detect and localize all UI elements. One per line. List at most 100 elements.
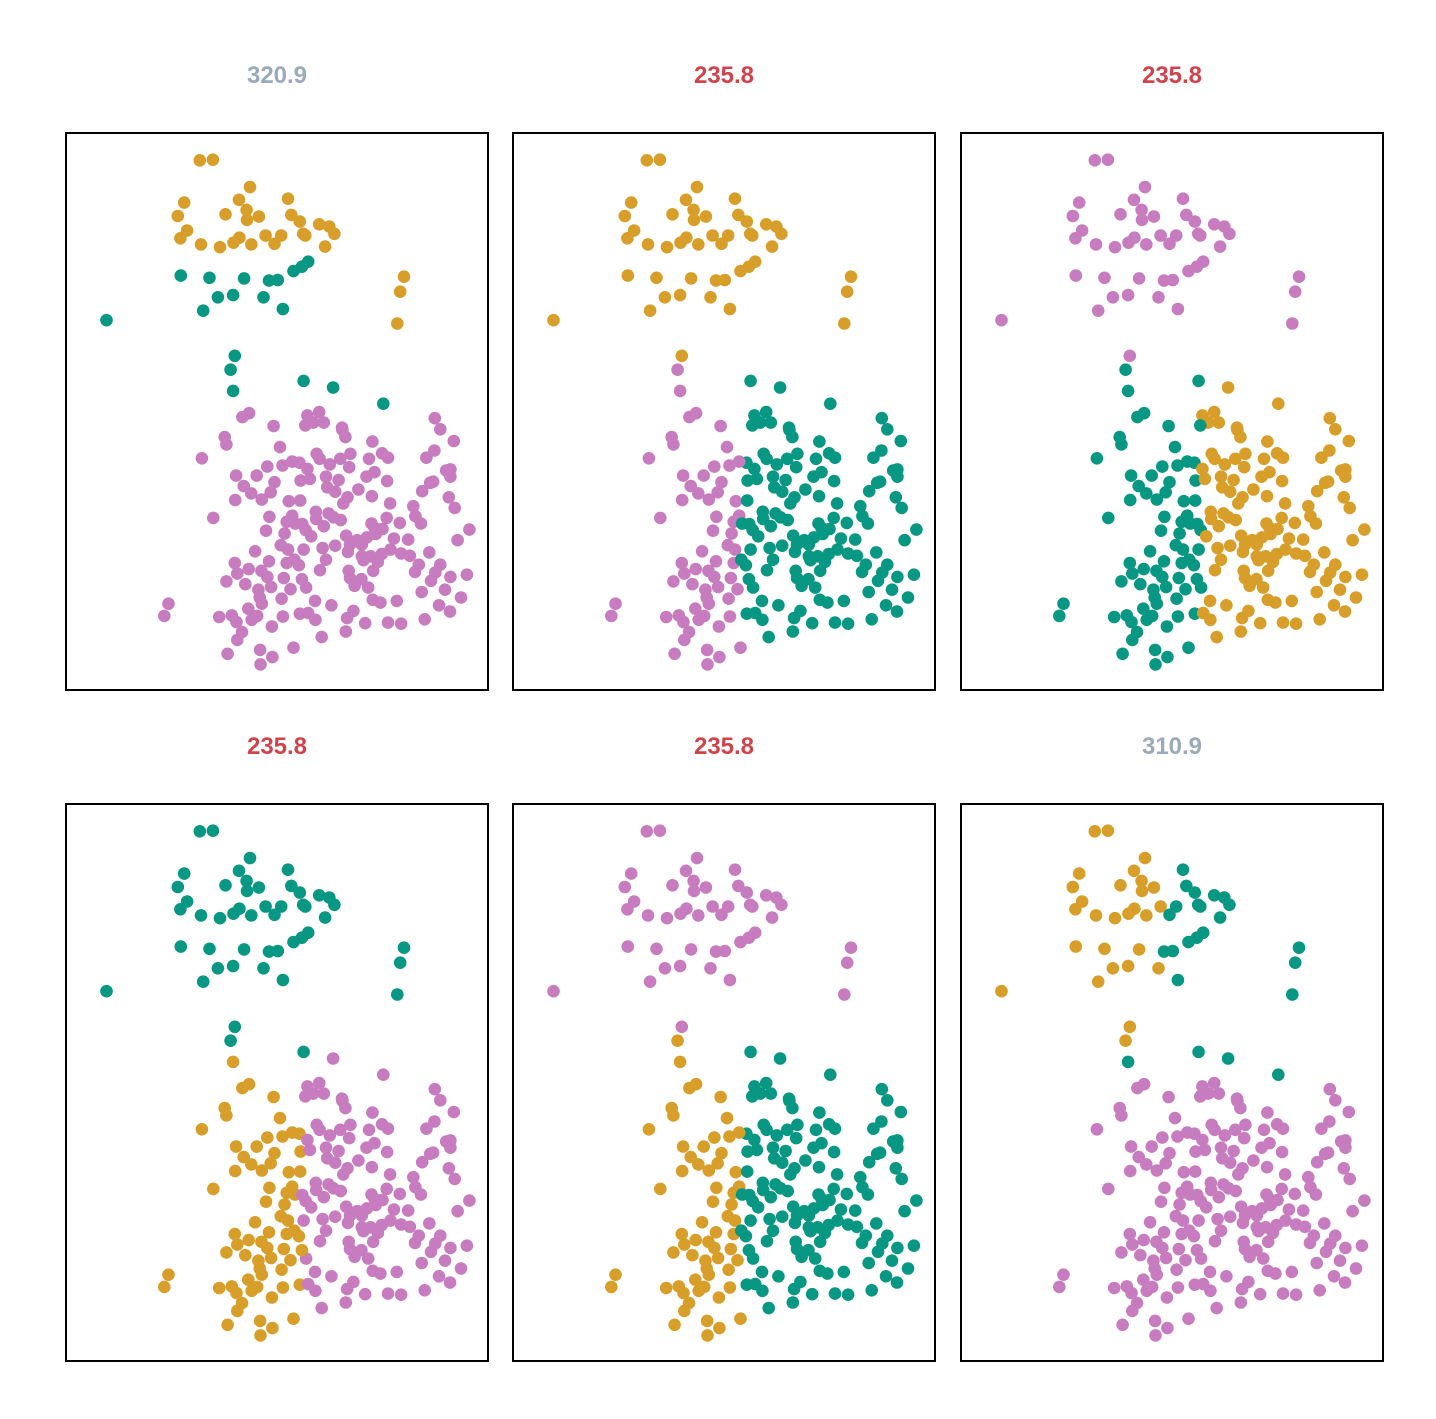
data-point: [412, 1229, 426, 1242]
data-point: [240, 213, 254, 227]
data-point: [448, 1172, 462, 1186]
data-point: [250, 1140, 263, 1153]
data-point: [700, 1314, 714, 1328]
data-point: [299, 1090, 312, 1103]
data-point: [393, 1187, 407, 1201]
panel-3: 235.8: [960, 62, 1384, 691]
data-point: [1214, 1141, 1228, 1154]
data-point: [740, 494, 754, 507]
data-point: [710, 510, 723, 524]
data-point: [715, 1146, 728, 1160]
data-point: [284, 582, 297, 596]
data-point: [393, 516, 407, 530]
data-point: [1323, 411, 1337, 425]
data-point: [783, 1094, 796, 1108]
data-point: [715, 475, 728, 489]
data-point: [444, 570, 457, 584]
data-point: [332, 473, 345, 487]
data-point: [706, 229, 719, 242]
data-point: [381, 1122, 395, 1135]
data-point: [788, 545, 802, 559]
data-point: [1333, 583, 1347, 596]
data-point: [1236, 1162, 1249, 1175]
data-point: [271, 273, 285, 287]
data-point: [641, 238, 655, 251]
data-point: [1169, 1209, 1183, 1223]
data-point: [293, 886, 307, 899]
data-point: [228, 556, 242, 570]
data-point: [1309, 1188, 1323, 1201]
data-point: [668, 647, 681, 661]
data-point: [854, 499, 867, 513]
data-point: [1253, 1287, 1267, 1301]
data-point: [242, 562, 255, 576]
data-point: [174, 903, 187, 916]
data-point: [1116, 1318, 1129, 1332]
data-point: [1069, 232, 1082, 245]
data-point: [250, 609, 264, 623]
data-point: [697, 1140, 710, 1153]
data-point: [675, 1227, 689, 1241]
data-point: [658, 962, 672, 975]
data-point: [313, 563, 327, 577]
data-point: [1223, 227, 1236, 241]
data-point: [678, 1304, 691, 1318]
data-point: [394, 1218, 408, 1231]
panel-2: 235.8: [512, 62, 936, 691]
data-point: [692, 909, 705, 922]
data-point: [420, 451, 433, 465]
data-point: [195, 452, 209, 465]
data-point: [297, 1214, 310, 1227]
data-point: [734, 1312, 747, 1325]
panel-title: 235.8: [1142, 62, 1202, 89]
data-point: [802, 1209, 816, 1222]
data-point: [743, 517, 756, 531]
data-point: [725, 527, 738, 540]
data-point: [407, 1170, 420, 1184]
data-point: [786, 625, 800, 638]
data-point: [1329, 1094, 1342, 1107]
data-point: [315, 1301, 329, 1315]
data-point: [708, 1131, 721, 1144]
data-point: [791, 447, 804, 461]
data-point: [1157, 555, 1171, 568]
data-point: [1066, 209, 1080, 223]
data-point: [1057, 597, 1070, 610]
data-point: [303, 1143, 317, 1157]
data-point: [828, 1122, 842, 1135]
data-point: [1190, 572, 1204, 586]
data-point: [675, 1164, 689, 1178]
data-point: [1204, 613, 1217, 627]
data-point: [1053, 609, 1066, 623]
data-point: [760, 1234, 774, 1248]
data-point: [765, 240, 779, 253]
data-point: [1171, 1281, 1185, 1294]
data-point: [443, 1276, 457, 1289]
data-point: [711, 580, 725, 594]
data-point: [267, 1090, 280, 1104]
data-point: [276, 302, 290, 316]
data-point: [841, 1218, 855, 1231]
data-point: [432, 599, 446, 612]
data-point: [293, 494, 307, 507]
data-point: [442, 491, 456, 504]
data-point: [297, 374, 310, 388]
data-point: [1091, 304, 1105, 318]
data-point: [1156, 460, 1169, 473]
data-point: [245, 487, 258, 500]
data-point: [1143, 545, 1157, 558]
data-point: [1102, 1182, 1115, 1196]
data-point: [273, 440, 287, 454]
data-point: [841, 547, 855, 560]
data-point: [206, 824, 220, 837]
data-point: [894, 1105, 908, 1119]
data-point: [207, 1182, 220, 1196]
data-point: [231, 633, 244, 647]
data-point: [380, 474, 394, 488]
data-point: [1323, 1115, 1336, 1128]
data-point: [1176, 863, 1190, 876]
data-point: [304, 530, 318, 543]
data-point: [875, 1115, 888, 1128]
data-point: [1346, 1204, 1359, 1218]
data-point: [1124, 469, 1138, 482]
